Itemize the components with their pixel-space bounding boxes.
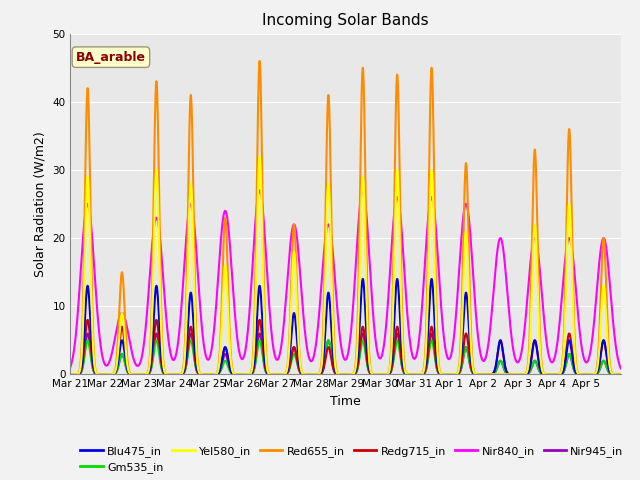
Text: BA_arable: BA_arable	[76, 51, 146, 64]
Title: Incoming Solar Bands: Incoming Solar Bands	[262, 13, 429, 28]
Y-axis label: Solar Radiation (W/m2): Solar Radiation (W/m2)	[34, 131, 47, 277]
Legend: Blu475_in, Gm535_in, Yel580_in, Red655_in, Redg715_in, Nir840_in, Nir945_in: Blu475_in, Gm535_in, Yel580_in, Red655_i…	[76, 441, 628, 478]
X-axis label: Time: Time	[330, 395, 361, 408]
